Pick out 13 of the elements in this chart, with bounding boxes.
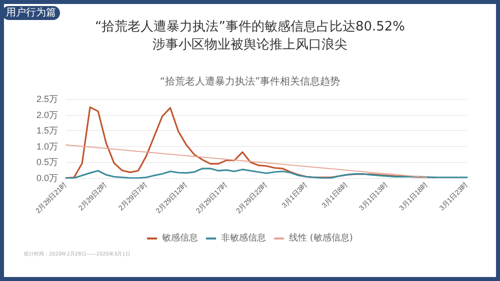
legend-label: 敏感信息 xyxy=(162,232,198,244)
y-tick-label: 2.0万 xyxy=(36,110,58,120)
legend-label: 线性 (敏感信息) xyxy=(289,232,353,244)
text: 用户行为篇 xyxy=(6,6,56,18)
y-tick-label: 0.0万 xyxy=(36,173,58,183)
line-series xyxy=(65,168,468,179)
y-tick-label: 2.5万 xyxy=(36,94,58,104)
y-tick-label: 0.5万 xyxy=(36,157,58,168)
chart-subtitle: “拾荒老人遭暴力执法”事件相关信息趋势 xyxy=(160,76,340,88)
chart-title: “拾荒老人遭暴力执法”事件的敏感信息占比达80.52% 涉事小区物业被舆论推上风口浪尖 xyxy=(94,20,406,52)
y-tick-label: 1.5万 xyxy=(36,126,58,136)
y-tick-label: 1.0万 xyxy=(36,141,58,152)
legend-label: 非敏感信息 xyxy=(221,232,266,244)
